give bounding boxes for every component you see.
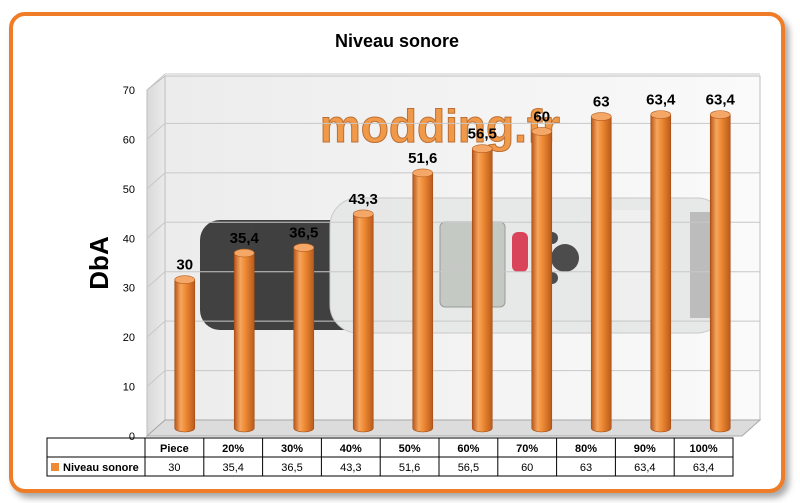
y-tick-label: 30: [123, 283, 135, 295]
data-table-value: 36,5: [281, 462, 302, 474]
data-table-value: 63: [580, 462, 592, 474]
bar: [412, 168, 434, 433]
data-table-value: 43,3: [340, 462, 361, 474]
bar-body: [590, 116, 612, 433]
bar-top: [531, 127, 553, 136]
bars: [174, 110, 731, 433]
data-table-value: 60: [521, 462, 533, 474]
bar-body: [174, 279, 196, 433]
gridline: [146, 73, 166, 91]
x-category-label: 40%: [340, 443, 362, 455]
bar-body: [233, 252, 255, 433]
data-label: 60: [533, 108, 550, 125]
y-tick-label: 50: [123, 184, 135, 196]
watermark: modding.fr: [319, 100, 560, 153]
bar: [293, 243, 315, 433]
bar-top: [650, 110, 672, 119]
bar: [650, 110, 672, 433]
y-tick-label: 70: [123, 85, 135, 97]
x-category-label: 100%: [690, 443, 718, 455]
x-category-label: 80%: [575, 443, 597, 455]
x-category-label: 60%: [457, 443, 479, 455]
bar-body: [471, 148, 493, 433]
data-label: 36,5: [289, 225, 318, 242]
legend-series-name: Niveau sonore: [63, 462, 139, 474]
y-tick-label: 40: [123, 233, 135, 245]
data-label: 30: [176, 257, 193, 274]
gridline: [146, 123, 166, 140]
gridline: [146, 271, 166, 289]
x-category-label: 70%: [516, 443, 538, 455]
y-tick-label: 0: [129, 431, 135, 443]
bar-top: [352, 209, 374, 219]
bar-top: [709, 110, 731, 119]
y-axis-ticks: 0 10 20 30 40 50 60 70: [123, 85, 135, 443]
bar: [709, 110, 731, 433]
x-category-label: 30%: [281, 443, 303, 455]
bar-body: [352, 213, 374, 433]
bar: [233, 248, 255, 433]
bar: [471, 144, 493, 433]
gridline: [146, 221, 166, 239]
bar: [174, 275, 196, 433]
bar: [352, 209, 374, 433]
watermark-text: modding.fr: [320, 100, 560, 152]
data-label: 51,6: [408, 150, 437, 167]
bar: [590, 112, 612, 433]
data-table-value: 63,4: [634, 462, 655, 474]
data-label: 63: [593, 94, 610, 111]
x-category-label: Piece: [160, 443, 189, 455]
data-table-value: 56,5: [458, 462, 479, 474]
bar-top: [174, 275, 196, 285]
legend-swatch: [51, 463, 59, 471]
y-tick-label: 20: [123, 332, 135, 344]
bar-body: [293, 247, 315, 433]
bar-body: [650, 114, 672, 433]
plot-side-wall: [146, 74, 166, 438]
bar-body: [412, 172, 434, 433]
bar-top: [293, 243, 315, 252]
data-label: 56,5: [468, 126, 497, 143]
data-label: 35,4: [230, 230, 260, 247]
bar-body: [531, 131, 553, 433]
data-table-value: 63,4: [693, 462, 714, 474]
gridline: [146, 320, 166, 338]
gridline: [146, 172, 166, 190]
bar: [531, 127, 553, 433]
bar-body: [709, 114, 731, 433]
bar-top: [233, 248, 255, 258]
y-axis-label: DbA: [84, 236, 114, 290]
x-category-label: 50%: [399, 443, 421, 455]
bar-top: [590, 112, 612, 121]
data-table-value: 51,6: [399, 462, 420, 474]
bar-top: [412, 168, 434, 178]
bar-top: [471, 144, 493, 154]
data-label: 63,4: [646, 92, 676, 109]
data-table-cells: Piece 30 20% 35,4 30% 36,5 40% 43,3 50% 51,6 60% 56…: [144, 438, 718, 476]
data-table: Niveau sonore Piece 30 20% 35,4 30% 36,5 40% 43…: [46, 437, 734, 477]
data-label: 43,3: [349, 191, 378, 208]
data-table-value: 35,4: [222, 462, 243, 474]
chart-title: Niveau sonore: [335, 31, 459, 51]
gridline: [146, 370, 166, 387]
data-labels: 30 35,4 36,5 43,3 51,6 56,5 60 63 63,4 63,4: [176, 92, 735, 274]
x-category-label: 20%: [222, 443, 244, 455]
y-tick-label: 10: [123, 382, 135, 394]
data-table-value: 30: [168, 462, 180, 474]
data-label: 63,4: [706, 92, 736, 109]
x-category-label: 90%: [634, 443, 656, 455]
y-tick-label: 60: [123, 134, 135, 146]
